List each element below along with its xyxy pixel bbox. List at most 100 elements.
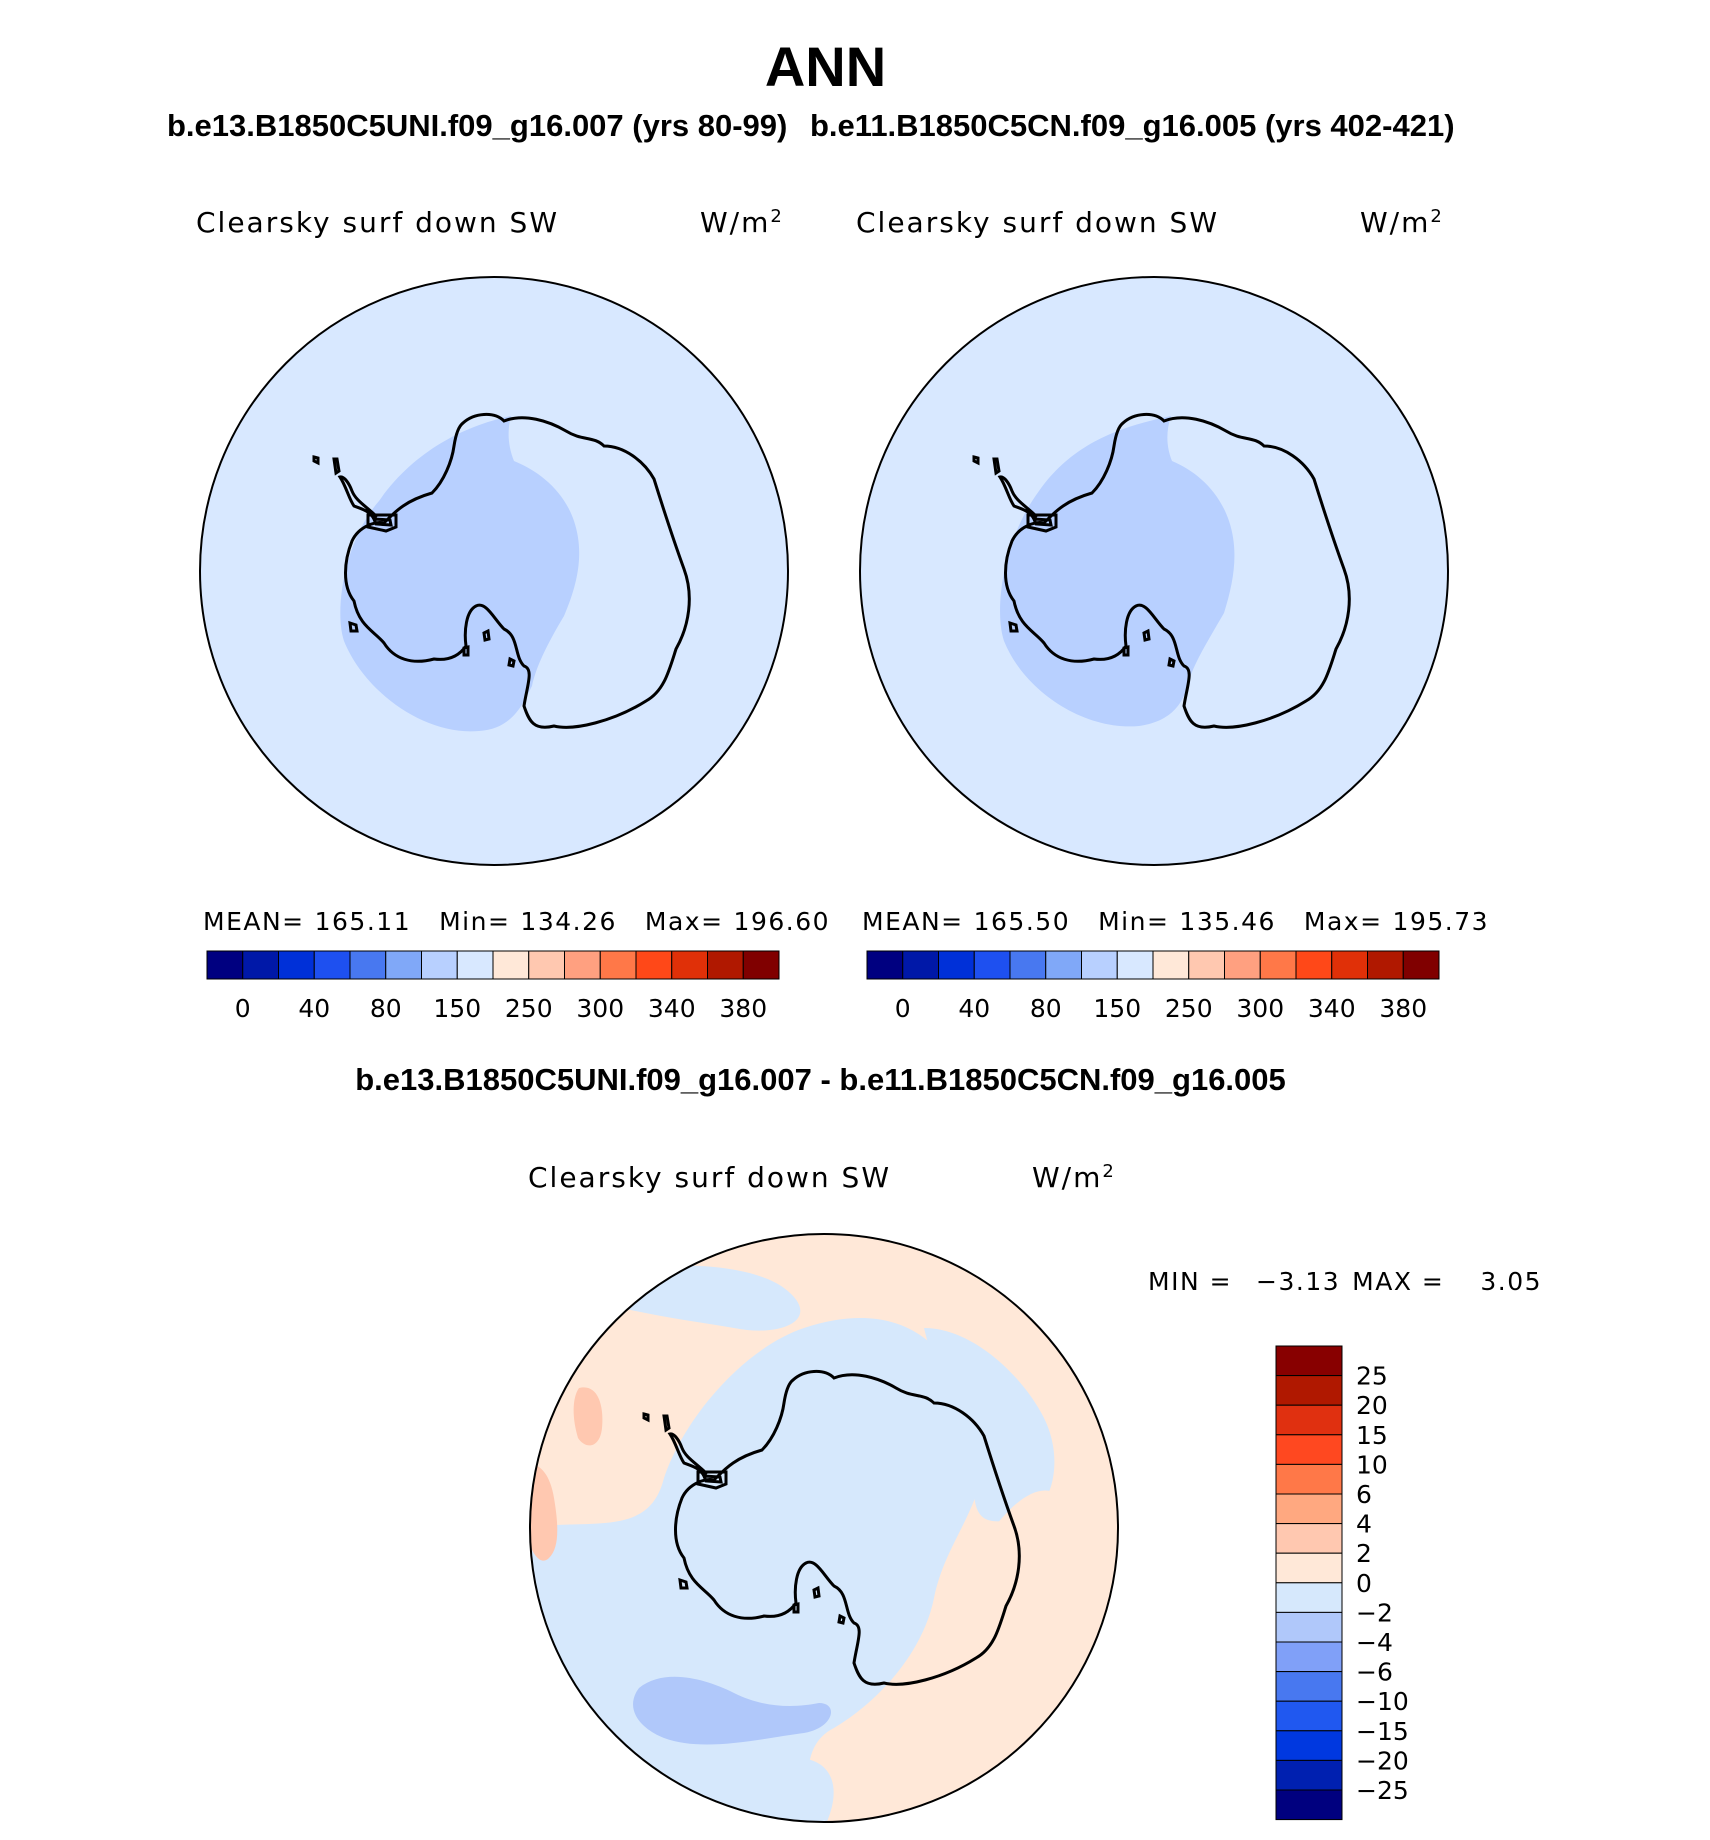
colorbar-swatch <box>1275 1345 1343 1377</box>
colorbar-tick-label: 150 <box>433 994 481 1023</box>
colorbar-difference <box>1275 1345 1343 1821</box>
colorbar-swatch <box>1331 950 1368 980</box>
colorbar-swatch <box>1275 1375 1343 1406</box>
field-label-left: Clearsky surf down SW <box>196 206 559 239</box>
colorbar-tick-label: 6 <box>1356 1480 1372 1509</box>
colorbar-swatch <box>206 950 244 980</box>
colorbar-tick-label: 40 <box>298 994 330 1023</box>
colorbar-tick-label: 300 <box>576 994 624 1023</box>
case1-title: b.e13.B1850C5UNI.f09_g16.007 (yrs 80-99) <box>167 108 788 143</box>
positive-patch-drake-right <box>573 1387 603 1446</box>
colorbar-tick-label: 0 <box>235 994 251 1023</box>
colorbar-swatch <box>707 950 744 980</box>
colorbar-swatch <box>1045 950 1082 980</box>
colorbar-swatch <box>1188 950 1225 980</box>
colorbar-swatch <box>1275 1641 1343 1673</box>
colorbar-swatch <box>528 950 565 980</box>
colorbar-tick-label: −6 <box>1356 1658 1393 1687</box>
colorbar-tick-label: 300 <box>1236 994 1284 1023</box>
colorbar-swatch <box>1081 950 1118 980</box>
map-difference <box>529 1233 1119 1823</box>
colorbar-tick-label: 0 <box>895 994 911 1023</box>
units-label-left: W/m2 <box>700 206 784 239</box>
colorbar-swatch <box>1275 1404 1343 1436</box>
negative-region-east <box>924 1328 1055 1522</box>
colorbar-swatch <box>1275 1611 1343 1643</box>
colorbar-swatch <box>1275 1582 1343 1613</box>
colorbar-swatch <box>671 950 708 980</box>
colorbar-swatch <box>1275 1434 1343 1465</box>
colorbar-tick-label: 20 <box>1356 1391 1388 1420</box>
colorbar-swatch <box>421 950 458 980</box>
colorbar-tick-label: 0 <box>1356 1569 1372 1598</box>
colorbar-swatch <box>1275 1700 1343 1732</box>
colorbar-right <box>866 950 1440 980</box>
lowered-region <box>340 416 580 732</box>
field-label-diff: Clearsky surf down SW <box>528 1161 891 1194</box>
field-label-right: Clearsky surf down SW <box>856 206 1219 239</box>
colorbar-tick-label: 25 <box>1356 1362 1388 1391</box>
colorbar-left <box>206 950 780 980</box>
colorbar-tick-label: 10 <box>1356 1450 1388 1479</box>
colorbar-swatch <box>1275 1463 1343 1495</box>
difference-title: b.e13.B1850C5UNI.f09_g16.007 - b.e11.B18… <box>355 1062 1286 1097</box>
stats-line-left: MEAN= 165.11 Min= 134.26 Max= 196.60 <box>203 907 830 936</box>
negative-region-dark <box>633 1676 831 1745</box>
colorbar-swatch <box>564 950 601 980</box>
colorbar-swatch <box>1275 1493 1343 1525</box>
colorbar-tick-label: −10 <box>1356 1687 1409 1716</box>
units-label-right: W/m2 <box>1360 206 1444 239</box>
colorbar-tick-label: 250 <box>505 994 553 1023</box>
panel-top-left: Clearsky surf down SW W/m2 MEAN= 165.11 Mi… <box>196 206 830 1023</box>
colorbar-swatch <box>1275 1523 1343 1554</box>
colorbar-swatch <box>635 950 673 980</box>
stats-line-right: MEAN= 165.50 Min= 135.46 Max= 195.73 <box>862 907 1489 936</box>
case2-title: b.e11.B1850C5CN.f09_g16.005 (yrs 402-421… <box>810 108 1455 143</box>
map-boundary <box>859 276 1449 866</box>
colorbar-swatch <box>938 950 975 980</box>
colorbar-tick-label: 380 <box>719 994 767 1023</box>
map-top-right <box>859 276 1449 866</box>
colorbar-swatch <box>492 950 530 980</box>
colorbar-tick-label: −20 <box>1356 1746 1409 1775</box>
colorbar-tick-label: 80 <box>370 994 402 1023</box>
panel-top-right: Clearsky surf down SW W/m2 MEAN= 165.50 Mi… <box>856 206 1489 1023</box>
colorbar-swatch <box>742 950 780 980</box>
colorbar-tick-label: 4 <box>1356 1510 1372 1539</box>
positive-patch-drake-left <box>530 1464 558 1561</box>
colorbar-swatch <box>1009 950 1047 980</box>
colorbar-swatch <box>278 950 315 980</box>
stats-line-diff: MIN = −3.13 MAX = 3.05 <box>1148 1267 1542 1296</box>
colorbar-left-labels: 0 40 80 150 250 300 340 380 <box>235 994 767 1023</box>
colorbar-swatch <box>242 950 279 980</box>
colorbar-tick-label: 15 <box>1356 1421 1388 1450</box>
colorbar-right-labels: 0 40 80 150 250 300 340 380 <box>895 994 1427 1023</box>
colorbar-swatch <box>1224 950 1261 980</box>
map-boundary <box>529 1233 1119 1823</box>
colorbar-tick-label: 340 <box>648 994 696 1023</box>
colorbar-swatch <box>902 950 939 980</box>
colorbar-tick-label: 340 <box>1308 994 1356 1023</box>
colorbar-tick-label: 80 <box>1030 994 1062 1023</box>
colorbar-swatch <box>1295 950 1333 980</box>
colorbar-swatch <box>456 950 494 980</box>
colorbar-swatch <box>1275 1671 1343 1702</box>
colorbar-tick-label: 380 <box>1379 994 1427 1023</box>
colorbar-swatch <box>1259 950 1297 980</box>
colorbar-tick-label: −2 <box>1356 1598 1393 1627</box>
colorbar-tick-label: −15 <box>1356 1717 1409 1746</box>
colorbar-swatch <box>1152 950 1190 980</box>
map-top-left <box>199 276 789 866</box>
figure-title: ANN <box>764 35 887 98</box>
colorbar-swatch <box>1275 1552 1343 1584</box>
colorbar-tick-label: −4 <box>1356 1628 1393 1657</box>
colorbar-swatch <box>1116 950 1154 980</box>
colorbar-swatch <box>349 950 387 980</box>
colorbar-swatch <box>1275 1789 1343 1821</box>
map-boundary <box>199 276 789 866</box>
colorbar-tick-label: 40 <box>958 994 990 1023</box>
colorbar-tick-label: −25 <box>1356 1776 1409 1805</box>
colorbar-swatch <box>1275 1759 1343 1791</box>
